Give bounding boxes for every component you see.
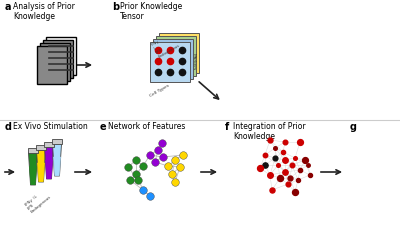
- Bar: [156, 36, 196, 76]
- Polygon shape: [37, 163, 45, 182]
- Bar: [150, 42, 190, 82]
- Text: IFNγ
IL
LPS
Endogenous: IFNγ IL LPS Endogenous: [151, 31, 181, 58]
- Polygon shape: [52, 144, 62, 176]
- Polygon shape: [44, 147, 54, 179]
- Bar: [40, 43, 70, 81]
- Bar: [43, 40, 73, 78]
- Bar: [46, 37, 76, 75]
- Bar: [52, 139, 62, 144]
- Text: Prior Knowledge
Tensor: Prior Knowledge Tensor: [120, 2, 182, 21]
- Polygon shape: [45, 160, 53, 179]
- Text: Markers: Markers: [192, 54, 196, 70]
- Text: Integration of Prior
Knowledge: Integration of Prior Knowledge: [233, 122, 306, 142]
- Polygon shape: [28, 153, 38, 185]
- Text: IFNγ  IL
LPS
Endogenous: IFNγ IL LPS Endogenous: [24, 188, 52, 214]
- Text: b: b: [112, 2, 119, 12]
- Text: d: d: [5, 122, 12, 132]
- Text: Network of Features: Network of Features: [108, 122, 185, 131]
- Polygon shape: [53, 157, 61, 176]
- Text: e: e: [100, 122, 107, 132]
- Polygon shape: [29, 166, 37, 185]
- Text: Analysis of Prior
Knowledge: Analysis of Prior Knowledge: [13, 2, 75, 21]
- Text: a: a: [5, 2, 12, 12]
- Bar: [153, 39, 193, 79]
- Text: g: g: [350, 122, 357, 132]
- Bar: [28, 148, 38, 153]
- Bar: [37, 46, 67, 84]
- Polygon shape: [36, 150, 46, 182]
- Bar: [159, 33, 199, 73]
- Text: Ex Vivo Stimulation: Ex Vivo Stimulation: [13, 122, 88, 131]
- Bar: [36, 145, 46, 150]
- Text: Cell Types: Cell Types: [149, 84, 170, 98]
- Bar: [44, 142, 54, 147]
- Text: f: f: [225, 122, 229, 132]
